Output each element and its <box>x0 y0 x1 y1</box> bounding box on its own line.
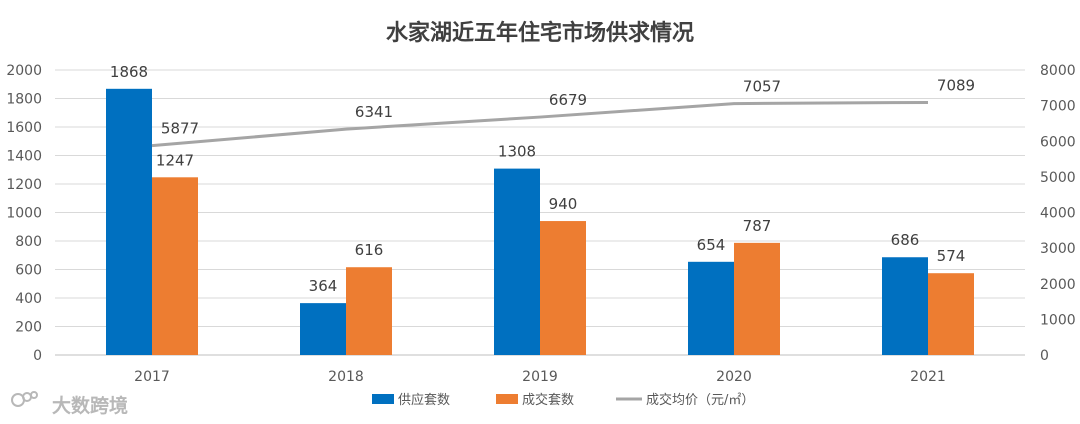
y-left-tick-label: 600 <box>15 263 42 279</box>
bar-data-label: 654 <box>697 236 726 254</box>
chart-title: 水家湖近五年住宅市场供求情况 <box>386 20 694 46</box>
y-left-tick-label: 1800 <box>6 92 42 108</box>
y-axis-right: 0 1000 2000 3000 4000 5000 6000 7000 8000 <box>1040 63 1076 364</box>
x-tick-label: 2017 <box>134 369 170 385</box>
bar-supply <box>688 261 734 355</box>
bar-data-label: 940 <box>549 195 578 213</box>
y-left-tick-label: 1600 <box>6 120 42 136</box>
line-data-label: 6679 <box>549 91 587 109</box>
bar-data-label: 574 <box>937 247 966 265</box>
line-data-label: 7089 <box>937 76 975 94</box>
data-labels: 1868 1247 364 616 1308 940 654 787 686 574 5877 634… <box>110 63 975 295</box>
bar-data-label: 787 <box>743 217 772 235</box>
line-price <box>151 100 929 148</box>
y-left-tick-label: 1200 <box>6 177 42 193</box>
y-right-tick-label: 3000 <box>1040 241 1076 257</box>
y-right-tick-label: 4000 <box>1040 206 1076 222</box>
legend-label: 成交套数 <box>522 392 574 408</box>
bar-data-label: 1868 <box>110 63 148 81</box>
bar-supply <box>300 303 346 355</box>
line-data-label: 6341 <box>355 103 393 121</box>
watermark: 大数跨境 <box>11 391 128 417</box>
y-left-tick-label: 1400 <box>6 149 42 165</box>
x-tick-label: 2021 <box>910 369 946 385</box>
y-left-tick-label: 2000 <box>6 63 42 79</box>
bar-deal <box>346 267 392 355</box>
x-tick-label: 2019 <box>522 369 558 385</box>
line-series <box>151 100 929 148</box>
bar-deal <box>540 221 586 355</box>
legend-swatch-deal <box>496 394 518 404</box>
y-axis-left: 0 200 400 600 800 1000 1200 1400 1600 1800 2000 <box>6 63 42 364</box>
bar-supply <box>494 168 540 355</box>
bar-data-label: 1308 <box>498 143 536 161</box>
x-axis: 2017 2018 2019 2020 2021 <box>55 354 1025 385</box>
bar-deal <box>734 242 780 355</box>
y-right-tick-label: 7000 <box>1040 99 1076 115</box>
bar-supply <box>882 257 928 355</box>
x-tick-label: 2020 <box>716 369 752 385</box>
logo-icon <box>11 391 38 407</box>
line-data-label: 7057 <box>743 78 781 96</box>
y-right-tick-label: 0 <box>1040 348 1049 364</box>
y-left-tick-label: 200 <box>15 320 42 336</box>
y-left-tick-label: 0 <box>33 348 42 364</box>
y-left-tick-label: 1000 <box>6 206 42 222</box>
bar-data-label: 686 <box>891 231 920 249</box>
y-left-tick-label: 400 <box>15 291 42 307</box>
bar-data-label: 1247 <box>156 151 194 169</box>
bar-deal <box>928 273 974 355</box>
bar-data-label: 364 <box>309 277 338 295</box>
legend-swatch-supply <box>372 394 394 404</box>
legend: 供应套数 成交套数 成交均价（元/㎡） <box>372 392 754 408</box>
y-left-tick-label: 800 <box>15 234 42 250</box>
legend-label: 成交均价（元/㎡） <box>646 392 754 408</box>
watermark-text: 大数跨境 <box>52 394 128 417</box>
bar-series <box>106 88 974 355</box>
line-data-label: 5877 <box>161 120 199 138</box>
y-right-tick-label: 8000 <box>1040 63 1076 79</box>
x-tick-label: 2018 <box>328 369 364 385</box>
y-right-tick-label: 5000 <box>1040 170 1076 186</box>
y-right-tick-label: 2000 <box>1040 277 1076 293</box>
bar-deal <box>152 177 198 355</box>
bar-data-label: 616 <box>355 241 384 259</box>
legend-label: 供应套数 <box>398 392 450 408</box>
y-right-tick-label: 6000 <box>1040 134 1076 150</box>
bar-supply <box>106 88 152 355</box>
y-right-tick-label: 1000 <box>1040 312 1076 328</box>
